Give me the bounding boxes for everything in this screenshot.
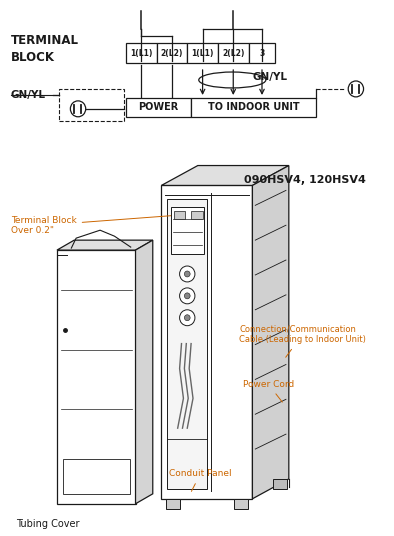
Circle shape [180,310,195,326]
Bar [234,499,247,509]
Circle shape [348,81,364,97]
Text: Conduit Panel: Conduit Panel [169,470,232,492]
Bar [191,98,316,117]
Text: GN/YL: GN/YL [253,72,287,82]
Bar [162,185,253,499]
Text: Connection/Communication
Cable (Leading to Indoor Unit): Connection/Communication Cable (Leading … [239,325,366,358]
Bar [171,207,204,254]
Text: 2(L2): 2(L2) [161,49,183,57]
Polygon shape [253,166,289,499]
Circle shape [184,315,190,321]
Bar [156,43,187,63]
Circle shape [184,271,190,277]
Bar [167,199,207,489]
Text: 1(L1): 1(L1) [191,49,214,57]
Bar [57,250,136,504]
Text: Power Cord: Power Cord [243,380,294,402]
Bar [166,499,180,509]
Polygon shape [136,240,153,504]
Bar [63,459,130,494]
Text: Tubing Cover: Tubing Cover [16,519,79,528]
Circle shape [71,101,86,117]
Bar [191,211,203,219]
Bar [126,43,156,63]
Text: 1(L1): 1(L1) [130,49,152,57]
Text: Terminal Block
Over 0.2": Terminal Block Over 0.2" [11,215,174,235]
Bar [187,43,218,63]
Circle shape [180,266,195,282]
Text: 090HSV4, 120HSV4: 090HSV4, 120HSV4 [243,175,366,185]
Bar [273,479,287,489]
Bar [218,43,249,63]
Bar [59,89,124,121]
Circle shape [180,288,195,304]
Text: POWER: POWER [138,102,178,113]
Text: 3: 3 [259,49,265,57]
Text: 2(L2): 2(L2) [222,49,244,57]
Text: GN/YL: GN/YL [11,90,46,100]
Polygon shape [162,166,289,185]
Bar [174,211,185,219]
Bar [126,98,191,117]
Polygon shape [57,240,153,250]
Text: TO INDOOR UNIT: TO INDOOR UNIT [208,102,299,113]
Bar [249,43,275,63]
Circle shape [184,293,190,299]
Text: TERMINAL
BLOCK: TERMINAL BLOCK [11,34,79,64]
